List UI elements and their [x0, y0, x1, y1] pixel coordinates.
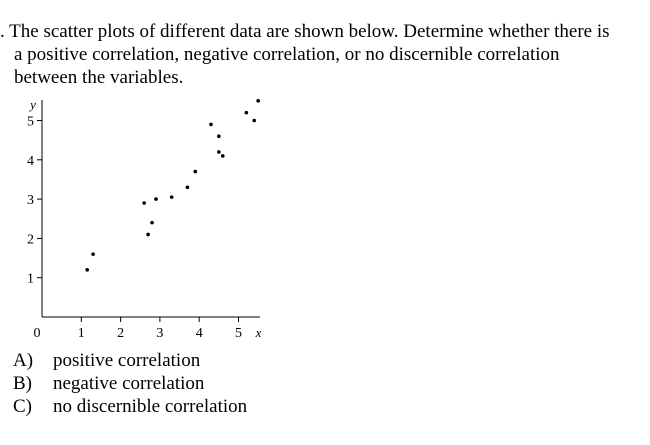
- data-point: [220, 154, 225, 158]
- data-point: [256, 99, 260, 103]
- data-point: [193, 169, 198, 174]
- data-point: [169, 195, 174, 199]
- data-point: [217, 150, 221, 154]
- data-point: [209, 122, 213, 127]
- data-point: [154, 197, 158, 201]
- x-tick-label: 5: [235, 326, 242, 341]
- option-text: negative correlation: [53, 373, 205, 394]
- y-tick-label: 3: [27, 193, 34, 208]
- data-point: [252, 118, 257, 123]
- data-point: [185, 185, 190, 190]
- x-tick-label: 0: [34, 326, 41, 341]
- scatter-plot: 1 2 3 4 5 0 1 2 3 4 5 y x: [27, 97, 262, 341]
- y-tick-label: 4: [27, 154, 34, 169]
- y-axis-label: y: [28, 97, 36, 112]
- x-axis-label: x: [255, 325, 262, 340]
- answer-options: A) positive correlation B) negative correl…: [13, 349, 247, 418]
- option-letter: B): [13, 373, 32, 394]
- option-text: no discernible correlation: [53, 396, 248, 417]
- question-text: . The scatter plots of different data ar…: [0, 20, 645, 89]
- y-tick-label: 1: [27, 272, 34, 287]
- x-tick-label: 3: [156, 326, 163, 341]
- x-tick-label: 1: [78, 326, 85, 341]
- option-letter: A): [13, 350, 34, 371]
- option-letter: C): [13, 396, 32, 417]
- data-point: [244, 110, 249, 115]
- option-b[interactable]: B) negative correlation: [13, 372, 247, 395]
- option-a[interactable]: A) positive correlation: [13, 349, 247, 372]
- data-point: [142, 201, 146, 205]
- y-tick-label: 2: [27, 232, 34, 247]
- question-line: between the variables.: [14, 67, 184, 88]
- x-tick-label: 4: [196, 326, 203, 341]
- option-c[interactable]: C) no discernible correlation: [13, 395, 247, 418]
- question-line: a positive correlation, negative correla…: [14, 44, 560, 65]
- data-point: [146, 232, 150, 237]
- data-point: [217, 134, 221, 139]
- data-point: [150, 220, 154, 225]
- data-point: [91, 252, 95, 256]
- data-point: [85, 268, 89, 272]
- y-tick-label: 5: [27, 115, 34, 130]
- x-tick-label: 2: [117, 326, 124, 341]
- question-line: . The scatter plots of different data ar…: [0, 21, 610, 42]
- option-text: positive correlation: [53, 350, 201, 371]
